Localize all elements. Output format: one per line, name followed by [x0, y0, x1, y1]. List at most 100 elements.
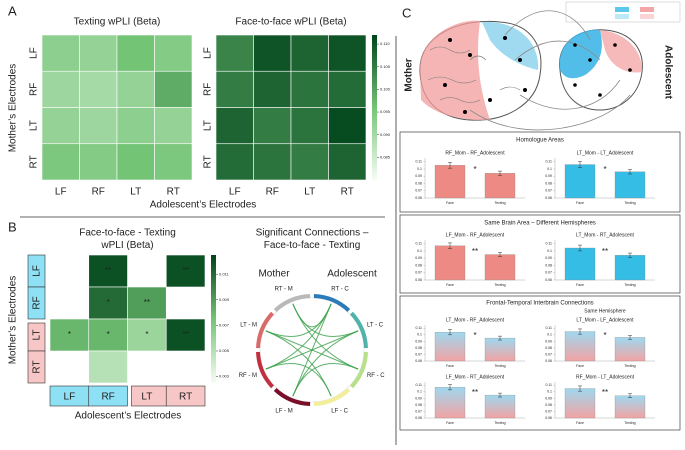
error-bar — [628, 335, 632, 340]
bar — [614, 255, 646, 281]
node-arc — [349, 351, 368, 389]
heatmap-cell — [79, 143, 118, 181]
section-title: Same Brain Area – Different Hemispheres — [484, 221, 596, 227]
chart-title: RF_Mom - RF_Adolescent — [445, 150, 505, 156]
brain-label: Adolescent — [662, 45, 673, 100]
y-tick-label: 0.1 — [417, 390, 422, 394]
significance-label: * — [473, 331, 476, 340]
y-tick-label: 0.06 — [545, 196, 552, 200]
y-tick-label: 0.09 — [545, 339, 552, 343]
heatmap-cell — [154, 70, 193, 108]
legend-swatch — [640, 7, 654, 12]
y-tick-label: 0.07 — [545, 271, 552, 275]
error-bar — [578, 244, 582, 252]
y-tick-label: 0.1 — [547, 167, 552, 171]
y-tick-label: LF — [203, 47, 214, 59]
colorbar-tick-label: 0.003 — [219, 374, 230, 379]
heatmap-cell — [328, 143, 367, 181]
y-tick-label: 0.07 — [415, 189, 422, 193]
heatmap-cell — [41, 34, 80, 72]
y-tick-label: RT — [29, 155, 40, 168]
y-tick-label: 0.11 — [415, 326, 422, 330]
bar — [434, 245, 466, 281]
legend-swatch — [640, 14, 654, 19]
chord-link — [265, 363, 332, 397]
section-subtitle: Same Hemisphere — [584, 308, 626, 314]
y-axis-label: Mother’s Electrodes — [8, 64, 19, 153]
chart-title: LT_Mom - RT_Adolescent — [576, 232, 635, 238]
heatmap-cell — [88, 286, 128, 320]
chord-link — [292, 303, 359, 370]
x-tick-label: Texting — [624, 201, 635, 205]
significance-label: ** — [472, 247, 478, 256]
significance-label: ** — [602, 388, 608, 397]
y-tick-label: 0.06 — [415, 278, 422, 282]
y-tick-label: 0.08 — [545, 403, 552, 407]
colorbar-tick-label: 0.110 — [380, 41, 390, 46]
y-tick-label: LT — [29, 120, 40, 131]
y-tick-label: 0.06 — [415, 359, 422, 363]
heatmap-cell — [154, 143, 193, 181]
panel-label: B — [8, 219, 17, 234]
heatmap-cell — [290, 143, 329, 181]
x-tick-label: Face — [446, 364, 454, 368]
heatmap-cell — [165, 318, 206, 352]
y-tick-label: 0.06 — [545, 278, 552, 282]
legend-swatch — [615, 7, 629, 12]
node-arc — [313, 294, 351, 313]
error-bar — [498, 170, 502, 176]
y-tick-label: 0.1 — [547, 249, 552, 253]
bar — [564, 331, 596, 362]
chord-link — [265, 330, 332, 397]
node-label: RF - M — [239, 373, 257, 379]
bar — [484, 394, 516, 419]
bar — [564, 164, 596, 199]
x-tick-label: LT — [130, 187, 141, 198]
colorbar-tick-label: 0.007 — [219, 322, 230, 327]
brain-illustration — [419, 1, 681, 131]
heatmap-cell — [116, 107, 155, 145]
x-axis-label: Adolescent’s Electrodes — [150, 200, 257, 211]
heatmap-cell — [253, 107, 292, 145]
heatmap-cell — [165, 254, 206, 288]
legend-swatch — [615, 14, 629, 19]
y-tick-label: 0.08 — [415, 403, 422, 407]
chart-title: wPLI (Beta) — [100, 240, 153, 251]
y-tick-label: 0.07 — [415, 271, 422, 275]
x-tick-label: RT — [341, 187, 354, 198]
error-bar — [628, 393, 632, 398]
heatmap-cell — [116, 143, 155, 181]
y-tick-label: 0.1 — [547, 333, 552, 337]
y-tick-label: 0.07 — [415, 352, 422, 356]
error-bar — [448, 384, 452, 391]
chart-title: LT_Mom - LF_Adolescent — [576, 317, 634, 323]
y-tick-label: 0.11 — [415, 242, 422, 246]
heatmap-cell — [116, 34, 155, 72]
colorbar-tick-label: 0.100 — [380, 86, 391, 91]
section-box — [399, 295, 681, 431]
significance-label: * — [107, 330, 110, 339]
heatmap-cell — [253, 34, 292, 72]
group-label: Mother — [258, 269, 290, 280]
y-tick-label: 0.1 — [417, 249, 422, 253]
error-bar — [448, 162, 452, 169]
category-box — [165, 385, 206, 407]
chord-ring — [259, 297, 365, 403]
error-bar — [628, 169, 632, 175]
significance-label: ** — [472, 388, 478, 397]
x-tick-label: Face — [446, 283, 454, 287]
colorbar-tick-label: 0.095 — [380, 109, 391, 114]
y-tick-label: 0.11 — [545, 242, 552, 246]
bar — [484, 173, 516, 199]
bar — [564, 388, 596, 419]
x-tick-label: LF — [55, 187, 67, 198]
node-label: LF - M — [275, 409, 292, 415]
heatmap-cell — [88, 350, 128, 384]
node-arc — [256, 351, 275, 389]
section-box — [399, 131, 681, 213]
heatmap-cell — [290, 107, 329, 145]
y-tick-label: 0.07 — [545, 409, 552, 413]
y-tick-label: RT — [203, 155, 214, 168]
y-tick-label: LT — [32, 330, 43, 341]
significance-label: ** — [183, 330, 189, 339]
